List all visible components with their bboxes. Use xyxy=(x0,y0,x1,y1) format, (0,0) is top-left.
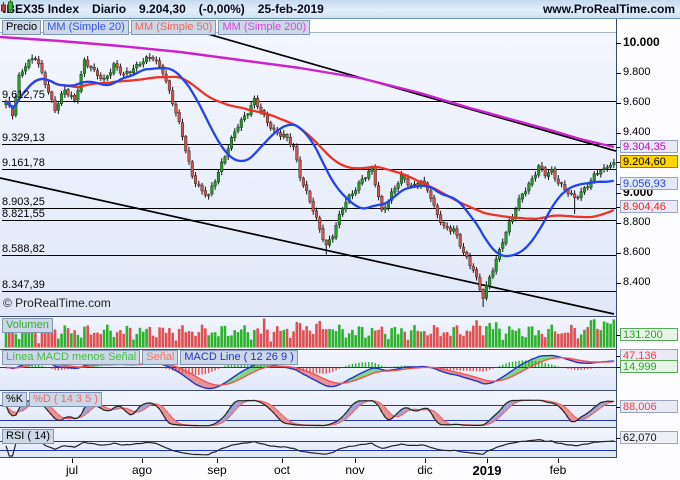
tab-mm-simple-50[interactable]: MM (Simple 50) xyxy=(130,20,217,35)
quote-date: 25-feb-2019 xyxy=(257,2,324,16)
last-price: 9.204,30 xyxy=(139,2,186,16)
tab-mm-simple-20[interactable]: MM (Simple 20) xyxy=(43,20,129,35)
tab-macd-diff[interactable]: Línea MACD menos Señal xyxy=(2,350,141,365)
timeframe-label: Diario xyxy=(92,2,127,16)
price-legend-row: Precio MM (Simple 20) MM (Simple 50) MM … xyxy=(2,20,312,35)
tab-mm-simple-200[interactable]: MM (Simple 200) xyxy=(218,20,311,35)
title-bar: IBEX35 Index Diario 9.204,30 (-0,00%) 25… xyxy=(0,0,680,19)
tab-stochastic-k[interactable]: %K xyxy=(2,392,28,407)
tab-precio[interactable]: Precio xyxy=(2,20,42,35)
price-change: (-0,00%) xyxy=(198,2,245,16)
tab-macd-signal[interactable]: Señal xyxy=(142,350,179,365)
rsi-pane-header: RSI ( 14) xyxy=(2,429,56,444)
candlestick-icon xyxy=(1,0,13,13)
copyright-watermark: © ProRealTime.com xyxy=(3,296,111,310)
stochastic-pane-header: %K %D ( 14 3 5 ) xyxy=(2,392,104,407)
tab-rsi[interactable]: RSI ( 14) xyxy=(2,429,55,444)
tab-stochastic-d[interactable]: %D ( 14 3 5 ) xyxy=(29,392,102,407)
website-watermark: www.ProRealTime.com xyxy=(542,2,675,16)
tab-macd-line[interactable]: MACD Line ( 12 26 9 ) xyxy=(180,350,298,365)
tab-volumen[interactable]: Volumen xyxy=(2,318,53,333)
symbol-name: IBEX35 Index xyxy=(3,2,80,16)
macd-pane-header: Línea MACD menos Señal Señal MACD Line (… xyxy=(2,350,300,365)
volume-pane-header: Volumen xyxy=(2,318,55,333)
